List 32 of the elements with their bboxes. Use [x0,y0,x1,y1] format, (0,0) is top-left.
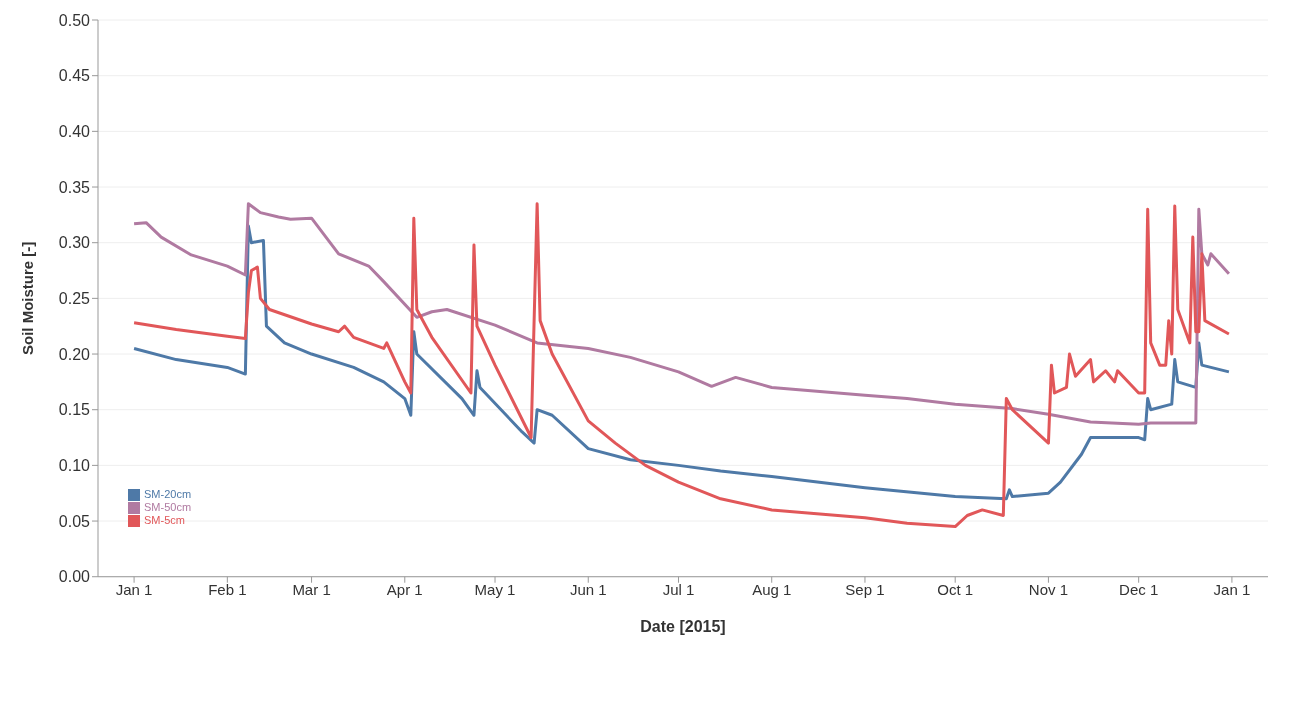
x-tick-label: Jan 1 [115,581,153,599]
y-tick-label: 0.05 [58,512,91,530]
x-tick-label: Sep 1 [845,581,885,599]
x-tick-label: Mar 1 [292,581,331,599]
x-axis-title: Date [2015] [640,617,726,635]
line-series [132,202,1231,426]
y-tick-label: 0.35 [58,178,91,196]
y-tick-label: 0.25 [58,290,91,308]
x-tick-label: Oct 1 [937,581,974,599]
y-tick-label: 0.40 [58,123,91,141]
line-series [132,224,1231,501]
x-tick-label: Aug 1 [752,581,792,599]
y-tick-label: 0.20 [58,345,91,363]
x-tick-label: Jul 1 [662,581,695,599]
x-tick-label: Dec 1 [1119,581,1159,599]
line-series [132,202,1231,529]
y-axis-title: Soil Moisture [-] [19,241,37,356]
x-tick-label: Jun 1 [569,581,607,599]
x-tick-label: Nov 1 [1028,581,1069,599]
x-tick-label: Apr 1 [386,581,423,599]
x-tick-label: Jan 1 [1213,581,1251,599]
x-tick-label: Feb 1 [208,581,247,599]
x-tick-label: May 1 [474,581,516,599]
y-tick-label: 0.15 [58,401,91,419]
y-tick-label: 0.30 [58,234,91,252]
y-tick-label: 0.45 [58,67,91,85]
legend-label: SM-50cm [144,501,192,514]
legend-label: SM-20cm [144,488,192,500]
legend-label: SM-5cm [144,514,185,527]
y-tick-label: 0.10 [58,457,91,475]
y-tick-label: 0.50 [58,11,91,29]
y-tick-label: 0.00 [58,568,91,586]
